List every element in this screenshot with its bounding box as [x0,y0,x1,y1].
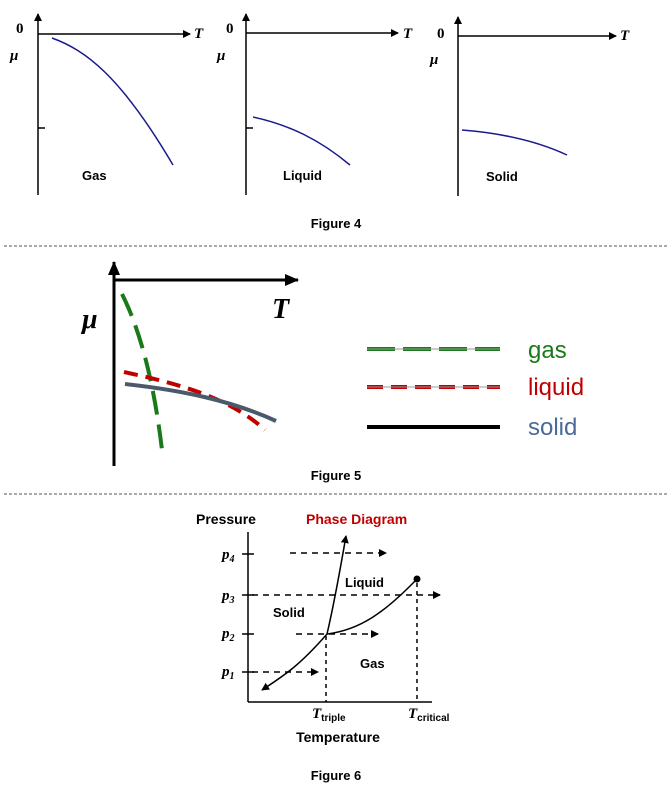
p4-label: p4 [220,547,235,565]
p2-label: p2 [220,626,235,644]
gas-curve [120,293,164,451]
t-label: T [620,28,630,44]
panel-label: Gas [82,168,107,183]
zero-label: 0 [437,26,445,42]
t-triple-label: Ttriple [312,706,346,724]
figure4: 0 μ T Gas 0 μ T Liquid 0 μ T Solid F [9,13,630,231]
t-label: T [194,26,204,42]
solid-mu-curve [461,129,568,156]
liquid-mu-curve [252,116,351,166]
p3-label: p3 [220,588,235,606]
figure4-panel-gas: 0 μ T Gas [9,13,204,195]
region-solid: Solid [273,605,305,620]
figure6: Pressure Phase Diagram p4 p3 p2 p1 Solid… [196,511,450,783]
panel-label: Liquid [283,168,322,183]
critical-point [413,575,421,583]
figure4-panel-solid: 0 μ T Solid [429,16,630,196]
t-critical-label: Tcritical [408,706,450,724]
legend-item-liquid: liquid [367,374,584,401]
t-label: T [403,26,413,42]
legend-label-solid: solid [528,414,577,441]
panel-label: Solid [486,169,518,184]
pressure-label: Pressure [196,511,256,527]
figure4-panel-liquid: 0 μ T Liquid [216,13,413,195]
melting-curve [326,535,349,635]
region-gas: Gas [360,656,385,671]
mu-label: μ [216,48,225,64]
mu-label: μ [80,304,98,335]
region-liquid: Liquid [345,575,384,590]
solid-curve [124,382,277,423]
legend-item-gas: gas [367,337,567,364]
mu-label: μ [429,52,438,68]
phase-diagram-title: Phase Diagram [306,511,407,527]
sublimation-curve [261,633,328,691]
liquid-curve [123,370,267,432]
figure5-caption: Figure 5 [311,468,362,483]
legend-item-solid: solid [367,414,577,441]
vaporization-curve [326,579,417,635]
p1-label: p1 [220,664,235,682]
mu-label: μ [9,48,18,64]
zero-label: 0 [16,21,24,37]
t-label: T [272,294,291,325]
figure5-legend: gas liquid solid [367,337,584,441]
figure4-caption: Figure 4 [311,216,362,231]
legend-label-gas: gas [528,337,567,364]
zero-label: 0 [226,21,234,37]
temperature-label: Temperature [296,729,380,745]
legend-label-liquid: liquid [528,374,584,401]
figure5: μ T gas liquid solid Figure 5 [80,261,584,483]
gas-mu-curve [51,37,174,166]
figure6-caption: Figure 6 [311,768,362,783]
